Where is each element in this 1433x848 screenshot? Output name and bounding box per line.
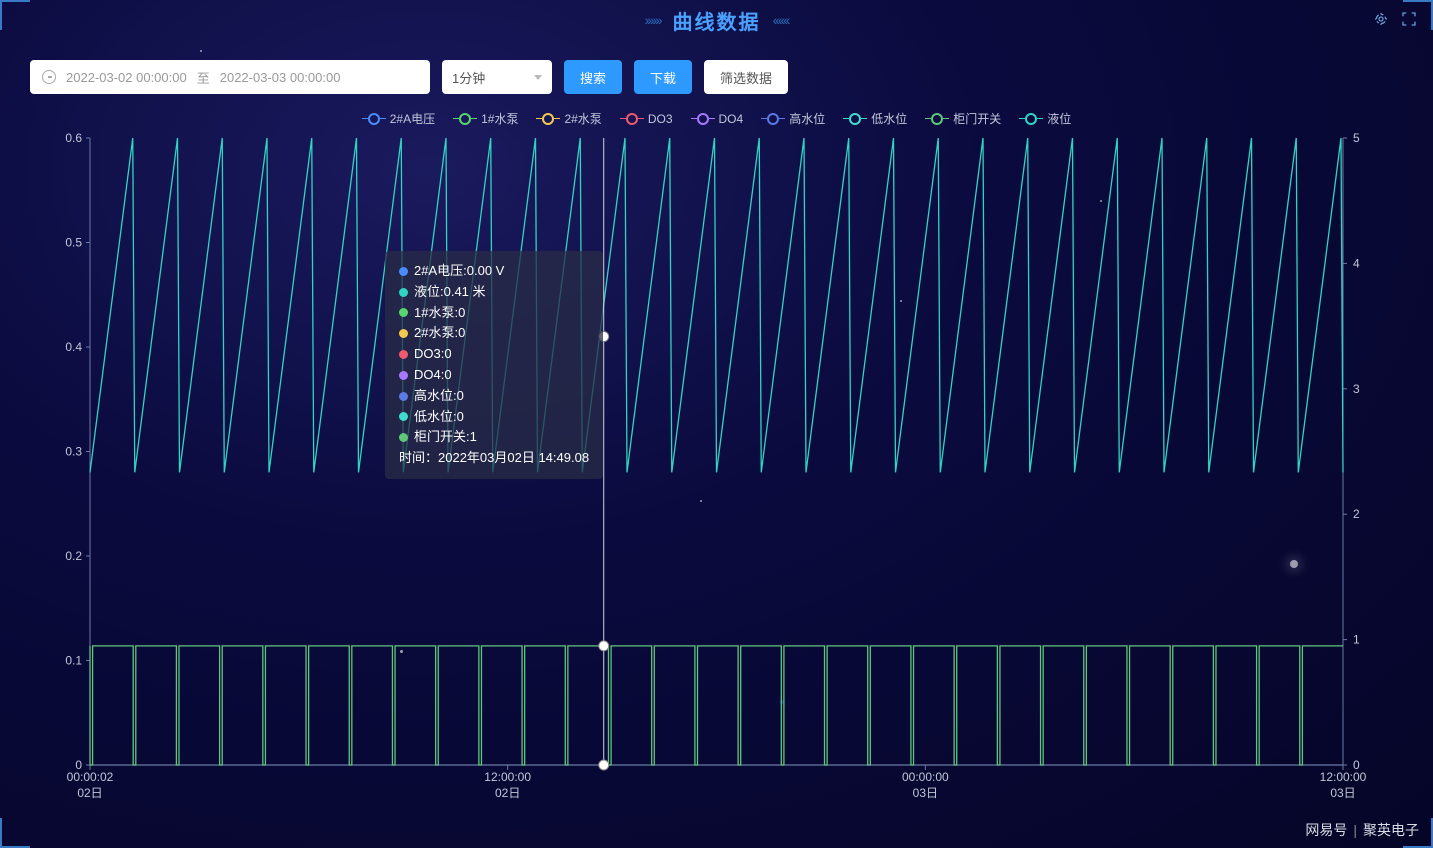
legend-item[interactable]: DO4: [691, 110, 744, 127]
chevron-down-icon: [534, 75, 542, 80]
svg-text:12:00:00: 12:00:00: [1320, 770, 1367, 784]
svg-text:03日: 03日: [1330, 786, 1355, 800]
legend-item[interactable]: DO3: [620, 110, 673, 127]
watermark: 网易号 | 聚英电子: [1305, 820, 1419, 840]
chart-area[interactable]: 00.10.20.30.40.50.601234500:00:0202日12:0…: [30, 133, 1403, 813]
search-button[interactable]: 搜索: [564, 60, 622, 94]
page-header: ›››››› 曲线数据 ‹‹‹‹‹‹: [0, 0, 1433, 40]
svg-text:0.3: 0.3: [65, 445, 82, 459]
date-from: 2022-03-02 00:00:00: [66, 70, 187, 85]
date-range-picker[interactable]: 2022-03-02 00:00:00 至 2022-03-03 00:00:0…: [30, 60, 430, 94]
interval-select[interactable]: 1分钟: [442, 60, 552, 94]
svg-text:12:00:00: 12:00:00: [484, 770, 531, 784]
fullscreen-icon[interactable]: [1400, 10, 1418, 28]
svg-text:4: 4: [1353, 256, 1360, 270]
svg-text:0.4: 0.4: [65, 340, 82, 354]
svg-text:0.5: 0.5: [65, 236, 82, 250]
settings-icon[interactable]: [1372, 10, 1390, 28]
legend-item[interactable]: 2#A电压: [362, 110, 435, 127]
svg-text:0.1: 0.1: [65, 654, 82, 668]
svg-text:03日: 03日: [913, 786, 938, 800]
legend-item[interactable]: 2#水泵: [536, 110, 601, 127]
svg-text:5: 5: [1353, 133, 1360, 145]
date-separator: 至: [197, 68, 210, 87]
chart-legend: 2#A电压 1#水泵 2#水泵 DO3 DO4 高水位 低水位 柜门开关 液位: [30, 104, 1403, 133]
svg-text:02日: 02日: [77, 786, 102, 800]
svg-text:3: 3: [1353, 382, 1360, 396]
chevron-left-deco: ››››››: [645, 12, 661, 28]
date-to: 2022-03-03 00:00:00: [220, 70, 341, 85]
interval-value: 1分钟: [452, 68, 485, 87]
chevron-right-deco: ‹‹‹‹‹‹: [773, 12, 789, 28]
legend-item[interactable]: 低水位: [843, 110, 907, 127]
clock-icon: [42, 70, 56, 84]
svg-text:0.2: 0.2: [65, 549, 82, 563]
page-title: 曲线数据: [673, 6, 761, 35]
svg-text:00:00:00: 00:00:00: [902, 770, 949, 784]
watermark-right: 聚英电子: [1363, 820, 1419, 840]
toolbar: 2022-03-02 00:00:00 至 2022-03-03 00:00:0…: [0, 40, 1433, 104]
filter-button[interactable]: 筛选数据: [704, 60, 788, 94]
svg-text:0.6: 0.6: [65, 133, 82, 145]
download-button[interactable]: 下载: [634, 60, 692, 94]
svg-text:1: 1: [1353, 633, 1360, 647]
svg-text:2: 2: [1353, 507, 1360, 521]
legend-item[interactable]: 1#水泵: [453, 110, 518, 127]
legend-item[interactable]: 液位: [1019, 110, 1071, 127]
svg-text:02日: 02日: [495, 786, 520, 800]
legend-item[interactable]: 高水位: [761, 110, 825, 127]
legend-item[interactable]: 柜门开关: [925, 110, 1001, 127]
chart-tooltip: 2#A电压:0.00 V液位:0.41 米1#水泵:02#水泵:0DO3:0DO…: [385, 251, 603, 479]
watermark-left: 网易号: [1305, 820, 1347, 840]
svg-text:00:00:02: 00:00:02: [67, 770, 114, 784]
